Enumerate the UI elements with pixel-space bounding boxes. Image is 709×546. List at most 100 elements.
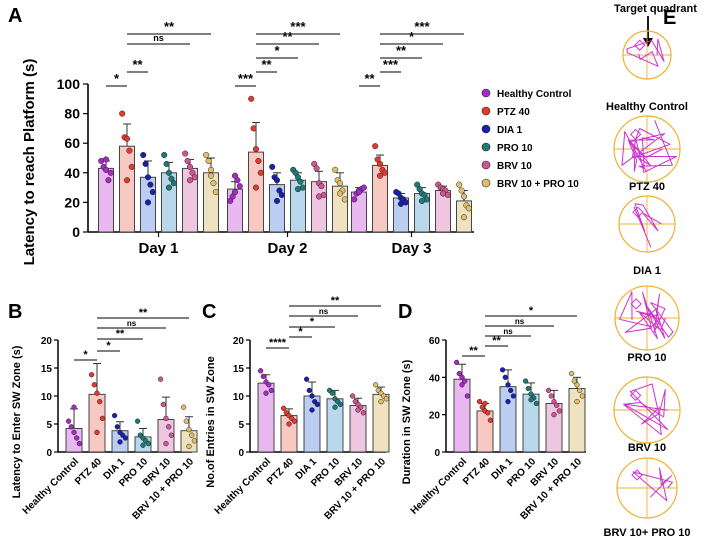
panel-a-data-point	[161, 151, 168, 159]
panel-b-data-point	[145, 440, 152, 447]
panel-d-data-point	[551, 398, 557, 405]
panel-c-y-tick-label: 5	[238, 420, 244, 431]
panel-a-data-point	[207, 172, 215, 179]
panel-d-y-tick-label: 40	[429, 373, 441, 384]
panel-c-data-point	[372, 382, 379, 388]
panel-a-sig-marker: ns	[153, 33, 164, 43]
panel-label-a: A	[8, 5, 22, 27]
panel-c-data-point	[266, 382, 272, 388]
panel-a-data-point	[376, 172, 384, 179]
panel-b-data-point	[111, 412, 118, 419]
panel-d-data-point	[579, 393, 586, 399]
panel-b-data-point	[99, 415, 106, 422]
swim-path	[621, 120, 678, 173]
panel-a-data-point	[236, 183, 243, 190]
panel-a-data-point	[297, 178, 304, 185]
panel-c-data-point	[337, 401, 344, 408]
panel-d-y-tick-label: 0	[434, 448, 440, 459]
panel-b-y-tick-label: 15	[41, 364, 53, 375]
panel-b-data-point	[97, 398, 103, 405]
panel-d-data-point	[508, 387, 514, 394]
panel-a-data-point	[231, 188, 239, 196]
panel-d-sig-marker: ns	[503, 327, 513, 336]
panel-c-data-point	[349, 393, 356, 399]
panel-d-data-point	[459, 382, 465, 388]
legend-label: PTZ 40	[497, 107, 530, 118]
panel-b-data-point	[191, 438, 198, 444]
panel-d-data-point	[571, 378, 577, 384]
panel-a-sig-marker: *	[114, 71, 120, 86]
panel-a-data-point	[205, 157, 212, 165]
panel-b-data-point	[183, 418, 189, 424]
panel-c-sig-marker: **	[331, 295, 340, 307]
panel-d-data-point	[528, 397, 534, 403]
panel-a-data-point	[341, 196, 348, 203]
panel-a-data-point	[250, 125, 257, 132]
panel-d-data-point	[505, 398, 511, 405]
panel-c-data-point	[268, 387, 275, 394]
panel-c-data-point	[314, 401, 321, 408]
panel-d-data-point	[464, 393, 471, 399]
panel-d-data-point	[505, 382, 511, 388]
panel-a-y-tick-label: 100	[57, 76, 81, 92]
panel-d-data-point	[499, 367, 506, 373]
panel-a-y-tick-label: 40	[64, 165, 80, 181]
legend-marker	[481, 124, 491, 134]
panel-c-data-point	[378, 398, 384, 405]
panel-b-y-tick-label: 20	[41, 336, 53, 347]
panel-b-data-point	[168, 432, 175, 438]
legend-label: BRV 10 + PRO 10	[497, 179, 579, 190]
maze-caption: Healthy Control	[606, 101, 688, 113]
panel-a-data-point	[351, 196, 358, 203]
panel-d-x-tick-label: PTZ 40	[461, 456, 492, 487]
panel-a-data-point	[123, 135, 131, 142]
panel-b-sig-marker: *	[83, 349, 88, 361]
panel-c-x-tick-label: Healthy Control	[213, 456, 274, 517]
panel-b-data-point	[94, 429, 100, 436]
panel-a-bar	[248, 151, 264, 233]
panel-b-y-tick-label: 0	[46, 448, 52, 459]
panel-d-data-point	[577, 387, 583, 394]
panel-b-sig-marker: ns	[127, 319, 137, 328]
panel-label-b: B	[8, 301, 22, 323]
panel-a-data-point	[313, 165, 320, 172]
panel-d-data-point	[456, 370, 462, 377]
panel-d-data-point	[554, 402, 560, 408]
panel-a-data-point	[140, 151, 147, 159]
panel-b-data-point	[114, 424, 120, 430]
panel-b-data-point	[68, 424, 74, 430]
panel-a-data-point	[165, 184, 173, 191]
panel-a-data-point	[231, 172, 239, 179]
panel-a-x-tick-label: Day 1	[138, 240, 178, 257]
panel-d-data-point	[556, 408, 563, 414]
panel-a-x-tick-label: Day 3	[391, 240, 431, 257]
panel-a-data-point	[128, 163, 135, 170]
panel-c-data-point	[291, 418, 298, 424]
panel-a-data-point	[144, 174, 152, 181]
panel-a-data-point	[460, 193, 468, 200]
panel-a-legend: Healthy Control PTZ 40 DIA 1 PRO 10 BRV 10 BR…	[481, 88, 579, 190]
panel-d-data-point	[548, 393, 554, 399]
panel-c-sig-marker: *	[298, 326, 303, 338]
panel-d-sig-marker: *	[529, 305, 534, 317]
panel-a-data-point	[165, 169, 173, 176]
maze-caption: BRV 10	[628, 442, 666, 454]
legend-label: Healthy Control	[497, 89, 572, 100]
panel-c-data-point	[263, 390, 269, 396]
panel-a-bar	[98, 167, 114, 233]
maze-caption: PTZ 40	[629, 181, 665, 193]
panel-c-data-point	[260, 373, 266, 380]
panel-c-y-label: No.of Entries in SW Zone	[205, 356, 217, 487]
panel-c-data-point	[257, 368, 264, 374]
panel-d-y-tick-label: 60	[429, 336, 441, 347]
panel-a-data-point	[144, 199, 152, 206]
panel-b-data-point	[160, 401, 166, 408]
target-quadrant-label: Target quadrant	[614, 3, 697, 15]
panel-a-sig-marker: ***	[290, 19, 306, 34]
panel-c-sig-marker: ****	[269, 337, 287, 349]
panel-a-data-point	[252, 184, 260, 191]
panel-b-data-point	[91, 382, 97, 388]
panel-a-data-point	[273, 197, 281, 204]
legend-marker	[481, 160, 491, 170]
